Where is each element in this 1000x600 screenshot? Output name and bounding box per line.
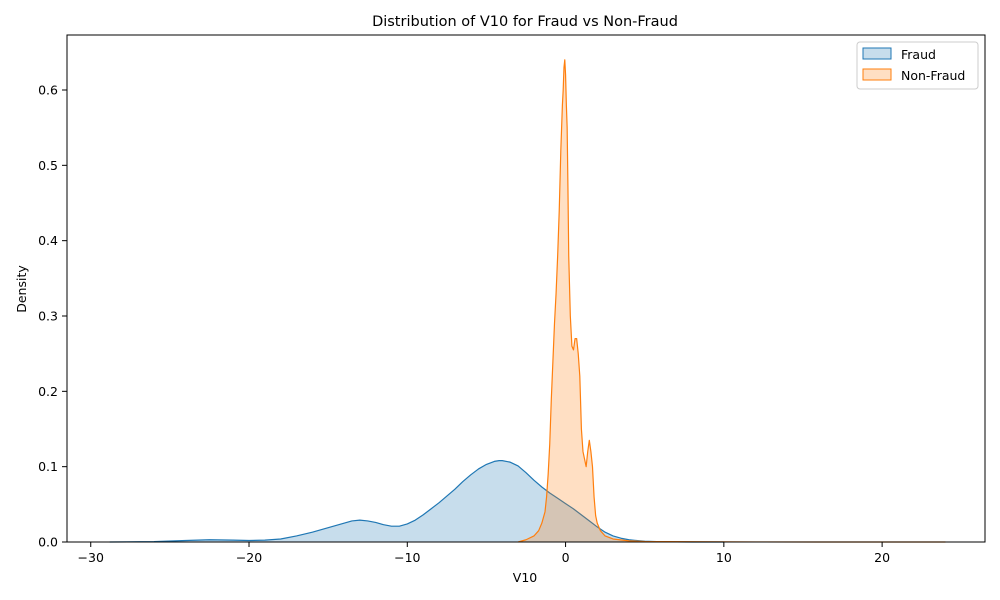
- y-axis-ticks: 0.0 0.1 0.2 0.3 0.4 0.5 0.6: [38, 82, 67, 550]
- series-line-non-fraud: [517, 59, 946, 543]
- series-area-fraud: [109, 460, 724, 542]
- y-tick-label: 0.0: [38, 535, 58, 550]
- y-axis-label: Density: [14, 265, 29, 313]
- y-tick-label: 0.6: [38, 82, 58, 97]
- legend-swatch-fraud: [862, 47, 892, 60]
- legend-label-fraud: Fraud: [901, 47, 936, 62]
- series-area-non-fraud: [518, 59, 946, 543]
- legend-swatch-non-fraud: [862, 68, 892, 81]
- x-tick-label: −20: [236, 550, 262, 565]
- y-tick-label: 0.1: [38, 459, 58, 474]
- plot-area: [66, 34, 986, 543]
- y-tick-label: 0.5: [38, 158, 58, 173]
- x-tick-label: 10: [716, 550, 732, 565]
- x-tick-label: −10: [394, 550, 420, 565]
- series-line-fraud: [109, 460, 724, 543]
- y-tick-label: 0.3: [38, 308, 58, 323]
- plot-frame: [66, 34, 986, 543]
- y-tick-label: 0.4: [38, 233, 58, 248]
- x-axis-ticks: −30 −20 −10 0 10 20: [78, 542, 890, 565]
- legend-frame: [856, 41, 979, 90]
- legend-label-non-fraud: Non-Fraud: [901, 68, 965, 83]
- chart-title: Distribution of V10 for Fraud vs Non-Fra…: [372, 14, 678, 30]
- legend: Fraud Non-Fraud: [856, 41, 979, 90]
- x-tick-label: 0: [562, 550, 570, 565]
- x-tick-label: −30: [78, 550, 104, 565]
- y-tick-label: 0.2: [38, 384, 58, 399]
- series-layer: [109, 59, 946, 543]
- x-axis-label: V10: [513, 570, 538, 585]
- x-tick-label: 20: [874, 550, 890, 565]
